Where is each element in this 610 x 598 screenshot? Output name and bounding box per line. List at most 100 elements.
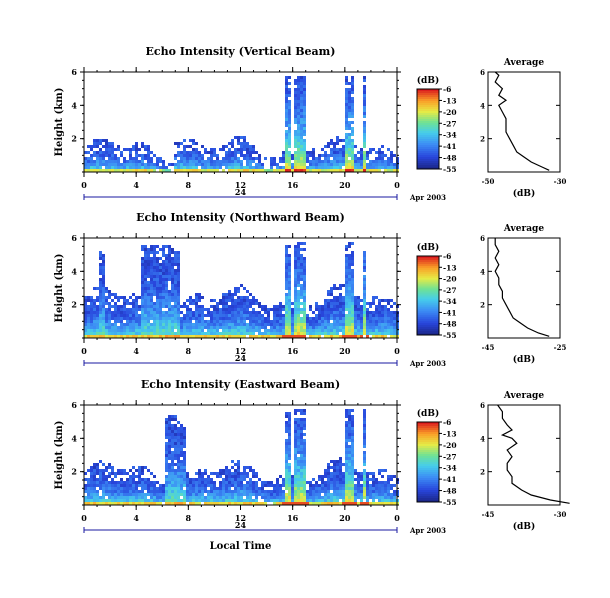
- heatmap-cell: [315, 320, 318, 323]
- heatmap-cell: [315, 502, 318, 505]
- heatmap-cell: [330, 493, 333, 496]
- heatmap-cell: [234, 490, 237, 493]
- heatmap-cell: [222, 148, 225, 151]
- heatmap-cell: [324, 320, 327, 323]
- heatmap-cell: [345, 148, 348, 151]
- heatmap-cell: [297, 151, 300, 154]
- heatmap-cell: [174, 320, 177, 323]
- heatmap-cell: [297, 160, 300, 163]
- heatmap-cell: [303, 112, 306, 115]
- colorbar-swatch: [417, 325, 439, 328]
- heatmap-cell: [120, 314, 123, 317]
- heatmap-cell: [363, 109, 366, 112]
- heatmap-cell: [102, 281, 105, 284]
- heatmap-cell: [147, 308, 150, 311]
- colorbar-swatch: [417, 167, 439, 170]
- heatmap-cell: [171, 481, 174, 484]
- heatmap-cell: [147, 145, 150, 148]
- heatmap-cell: [348, 448, 351, 451]
- heatmap-cell: [351, 263, 354, 266]
- heatmap-cell: [351, 451, 354, 454]
- heatmap-cell: [192, 335, 195, 338]
- heatmap-cell: [345, 427, 348, 430]
- heatmap-cell: [117, 496, 120, 499]
- heatmap-cell: [159, 317, 162, 320]
- heatmap-cell: [171, 311, 174, 314]
- heatmap-cell: [348, 139, 351, 142]
- heatmap-cell: [150, 484, 153, 487]
- heatmap-cell: [297, 121, 300, 124]
- heatmap-cell: [348, 269, 351, 272]
- heatmap-cell: [132, 329, 135, 332]
- heatmap-cell: [234, 323, 237, 326]
- heatmap-cell: [288, 127, 291, 130]
- heatmap-cell: [168, 484, 171, 487]
- heatmap-cell: [105, 296, 108, 299]
- heatmap-cell: [345, 335, 348, 338]
- heatmap-cell: [297, 118, 300, 121]
- heatmap-cell: [258, 311, 261, 314]
- heatmap-cell: [381, 487, 384, 490]
- heatmap-cell: [294, 317, 297, 320]
- heatmap-cell: [249, 478, 252, 481]
- heatmap-cell: [321, 332, 324, 335]
- heatmap-cell: [126, 493, 129, 496]
- heatmap-cell: [255, 311, 258, 314]
- heatmap-cell: [270, 499, 273, 502]
- heatmap-cell: [336, 151, 339, 154]
- heatmap-cell: [279, 496, 282, 499]
- heatmap-cell: [306, 332, 309, 335]
- heatmap-cell: [228, 478, 231, 481]
- heatmap-cell: [297, 433, 300, 436]
- heatmap-cell: [270, 335, 273, 338]
- heatmap-cell: [135, 481, 138, 484]
- heatmap-cell: [336, 169, 339, 172]
- heatmap-cell: [240, 323, 243, 326]
- heatmap-cell: [87, 157, 90, 160]
- heatmap-cell: [384, 329, 387, 332]
- heatmap-cell: [180, 424, 183, 427]
- heatmap-cell: [345, 97, 348, 100]
- heatmap-cell: [342, 484, 345, 487]
- heatmap-cell: [243, 466, 246, 469]
- heatmap-cell: [351, 335, 354, 338]
- heatmap-cell: [153, 281, 156, 284]
- heatmap-cell: [216, 475, 219, 478]
- heatmap-cell: [297, 448, 300, 451]
- heatmap-cell: [153, 257, 156, 260]
- heatmap-cell: [264, 323, 267, 326]
- x-tick-label: 0: [81, 513, 87, 523]
- heatmap-cell: [363, 412, 366, 415]
- heatmap-cell: [174, 454, 177, 457]
- heatmap-cell: [351, 91, 354, 94]
- heatmap-cell: [150, 284, 153, 287]
- heatmap-cell: [333, 463, 336, 466]
- heatmap-cell: [330, 151, 333, 154]
- heatmap-cell: [279, 332, 282, 335]
- heatmap-cell: [303, 496, 306, 499]
- heatmap-cell: [141, 490, 144, 493]
- colorbar-tick-label: -48: [443, 487, 457, 496]
- heatmap-cell: [264, 499, 267, 502]
- heatmap-cell: [309, 308, 312, 311]
- heatmap-cell: [327, 142, 330, 145]
- heatmap-cell: [168, 266, 171, 269]
- heatmap-cell: [261, 323, 264, 326]
- heatmap-cell: [333, 284, 336, 287]
- heatmap-cell: [303, 433, 306, 436]
- heatmap-cell: [288, 451, 291, 454]
- heatmap-cell: [207, 314, 210, 317]
- heatmap-cell: [321, 499, 324, 502]
- heatmap-cell: [381, 323, 384, 326]
- heatmap-cell: [333, 481, 336, 484]
- heatmap-cell: [204, 160, 207, 163]
- heatmap-cell: [288, 469, 291, 472]
- heatmap-cell: [96, 311, 99, 314]
- profile-y-tick-label: 6: [480, 234, 485, 243]
- heatmap-cell: [252, 335, 255, 338]
- heatmap-cell: [132, 311, 135, 314]
- heatmap-cell: [267, 308, 270, 311]
- heatmap-cell: [237, 496, 240, 499]
- heatmap-cell: [228, 329, 231, 332]
- heatmap-cell: [192, 484, 195, 487]
